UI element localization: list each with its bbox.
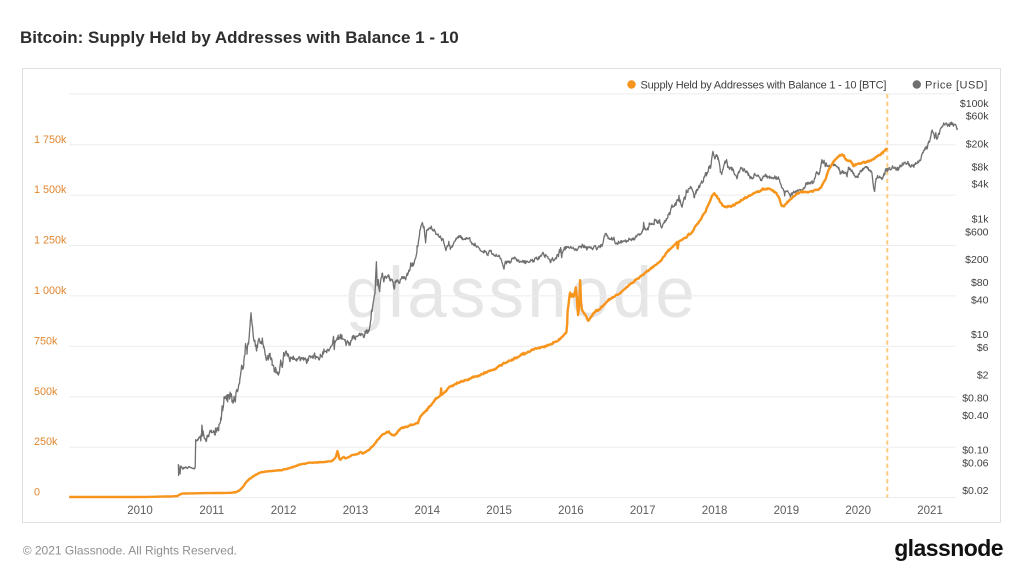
svg-text:$200: $200 — [965, 254, 989, 266]
svg-text:$0.02: $0.02 — [962, 485, 988, 497]
svg-text:$1k: $1k — [972, 214, 990, 226]
svg-text:$40: $40 — [971, 294, 989, 306]
svg-text:Supply Held by Addresses with: Supply Held by Addresses with Balance 1 … — [641, 80, 887, 92]
svg-text:$60k: $60k — [966, 111, 990, 123]
svg-text:$0.10: $0.10 — [962, 445, 988, 457]
svg-text:$600: $600 — [965, 226, 989, 238]
svg-text:2016: 2016 — [558, 505, 584, 517]
svg-text:750k: 750k — [34, 335, 58, 347]
svg-text:$4k: $4k — [972, 179, 990, 191]
svg-text:glassnode: glassnode — [346, 254, 699, 333]
svg-text:2012: 2012 — [271, 505, 297, 517]
svg-text:2021: 2021 — [917, 505, 943, 517]
svg-text:$80: $80 — [971, 277, 989, 289]
svg-text:glassnode: glassnode — [894, 535, 1003, 561]
svg-text:$20k: $20k — [966, 138, 990, 150]
svg-text:$6: $6 — [977, 342, 989, 354]
svg-text:Bitcoin: Supply Held by Addres: Bitcoin: Supply Held by Addresses with B… — [20, 28, 459, 47]
svg-text:2014: 2014 — [415, 505, 441, 517]
svg-text:2015: 2015 — [486, 505, 512, 517]
svg-text:2010: 2010 — [127, 505, 153, 517]
svg-text:$2: $2 — [977, 370, 989, 382]
svg-text:2017: 2017 — [630, 505, 656, 517]
svg-text:$8k: $8k — [972, 161, 990, 173]
svg-text:$0.80: $0.80 — [962, 393, 988, 405]
svg-text:1 500k: 1 500k — [34, 184, 67, 196]
svg-text:2020: 2020 — [845, 505, 871, 517]
svg-text:1 000k: 1 000k — [34, 285, 67, 297]
svg-text:1 250k: 1 250k — [34, 235, 67, 247]
svg-text:1 750k: 1 750k — [34, 134, 67, 146]
svg-text:$10: $10 — [971, 329, 989, 341]
svg-text:© 2021 Glassnode. All Rights R: © 2021 Glassnode. All Rights Reserved. — [23, 544, 237, 558]
svg-text:2013: 2013 — [343, 505, 369, 517]
svg-text:0: 0 — [34, 487, 40, 499]
svg-text:500k: 500k — [34, 386, 58, 398]
svg-text:2018: 2018 — [702, 505, 728, 517]
svg-text:$100k: $100k — [960, 98, 989, 110]
svg-text:Price [USD]: Price [USD] — [925, 80, 988, 92]
svg-text:$0.40: $0.40 — [962, 410, 988, 422]
svg-text:$0.06: $0.06 — [962, 458, 988, 470]
svg-text:250k: 250k — [34, 436, 58, 448]
svg-text:2019: 2019 — [774, 505, 800, 517]
svg-text:2011: 2011 — [199, 505, 224, 517]
